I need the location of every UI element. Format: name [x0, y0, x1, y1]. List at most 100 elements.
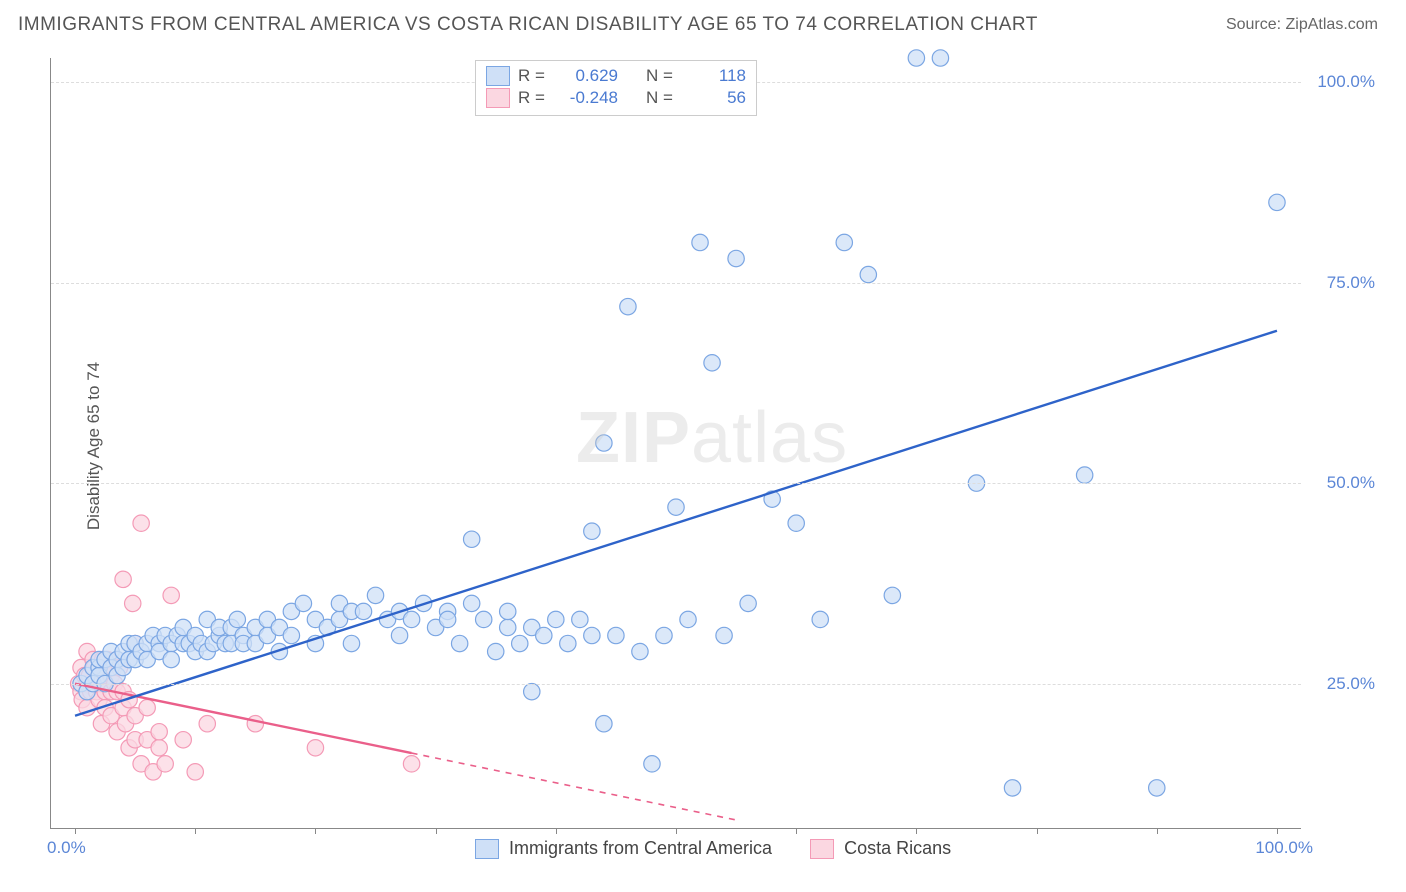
stats-legend-row-blue: R = 0.629 N = 118 [486, 65, 746, 87]
chart-title: IMMIGRANTS FROM CENTRAL AMERICA VS COSTA… [18, 14, 1038, 36]
x-tick-mark [676, 828, 677, 834]
scatter-point-blue [620, 298, 636, 314]
x-tick-mark [1157, 828, 1158, 834]
x-tick-mark [556, 828, 557, 834]
scatter-point-blue [283, 627, 299, 643]
x-tick-mark [1037, 828, 1038, 834]
x-tick-mark [796, 828, 797, 834]
scatter-point-blue [560, 635, 576, 651]
scatter-point-pink [157, 756, 173, 772]
scatter-point-blue [512, 635, 528, 651]
scatter-point-blue [812, 611, 828, 627]
gridline-h [51, 283, 1301, 284]
stats-N-pink: 56 [690, 88, 746, 108]
scatter-point-blue [163, 651, 179, 667]
scatter-point-blue [596, 716, 612, 732]
scatter-point-blue [584, 523, 600, 539]
stats-R-pink: -0.248 [562, 88, 618, 108]
scatter-point-blue [463, 595, 479, 611]
scatter-point-blue [836, 234, 852, 250]
scatter-point-pink [199, 716, 215, 732]
scatter-point-blue [584, 627, 600, 643]
gridline-h [51, 483, 1301, 484]
source-attribution: Source: ZipAtlas.com [1226, 16, 1378, 34]
scatter-point-blue [500, 603, 516, 619]
scatter-point-blue [295, 595, 311, 611]
source-link[interactable]: ZipAtlas.com [1286, 16, 1378, 33]
x-tick-mark [195, 828, 196, 834]
stats-legend: R = 0.629 N = 118 R = -0.248 N = 56 [475, 60, 757, 116]
stats-R-label: R = [518, 66, 554, 86]
scatter-point-pink [403, 756, 419, 772]
scatter-point-pink [115, 571, 131, 587]
scatter-point-pink [151, 724, 167, 740]
x-tick-mark [75, 828, 76, 834]
legend-swatch-pink-bottom [810, 839, 834, 859]
plot-svg-layer [51, 58, 1301, 828]
series-legend: Immigrants from Central America Costa Ri… [475, 838, 951, 859]
scatter-point-blue [524, 683, 540, 699]
scatter-point-pink [139, 699, 155, 715]
scatter-point-pink [163, 587, 179, 603]
source-prefix: Source: [1226, 16, 1286, 33]
y-tick-label: 75.0% [1307, 273, 1375, 293]
series-legend-item-blue: Immigrants from Central America [475, 838, 772, 859]
scatter-point-pink [187, 764, 203, 780]
legend-swatch-blue-bottom [475, 839, 499, 859]
scatter-point-blue [475, 611, 491, 627]
stats-N-label2: N = [646, 88, 682, 108]
series-label-blue: Immigrants from Central America [509, 838, 772, 859]
scatter-point-blue [451, 635, 467, 651]
scatter-point-blue [1149, 780, 1165, 796]
scatter-point-blue [391, 627, 407, 643]
scatter-point-blue [1269, 194, 1285, 210]
x-tick-mark [916, 828, 917, 834]
scatter-point-blue [932, 50, 948, 66]
scatter-point-blue [229, 611, 245, 627]
scatter-point-blue [860, 266, 876, 282]
scatter-point-blue [500, 619, 516, 635]
scatter-point-blue [740, 595, 756, 611]
legend-swatch-blue [486, 66, 510, 86]
x-tick-mark [1277, 828, 1278, 834]
trend-line-dashed-pink [412, 753, 737, 820]
scatter-point-blue [355, 603, 371, 619]
y-tick-label: 50.0% [1307, 473, 1375, 493]
scatter-point-blue [608, 627, 624, 643]
scatter-point-pink [133, 515, 149, 531]
scatter-point-blue [644, 756, 660, 772]
scatter-point-pink [307, 740, 323, 756]
scatter-point-blue [908, 50, 924, 66]
scatter-point-blue [680, 611, 696, 627]
scatter-point-pink [125, 595, 141, 611]
stats-N-label: N = [646, 66, 682, 86]
stats-R-label2: R = [518, 88, 554, 108]
plot-area: ZIPatlas 25.0%50.0%75.0%100.0%0.0%100.0% [50, 58, 1301, 829]
scatter-point-blue [488, 643, 504, 659]
scatter-point-blue [548, 611, 564, 627]
scatter-point-blue [632, 643, 648, 659]
scatter-point-blue [656, 627, 672, 643]
scatter-point-pink [247, 716, 263, 732]
legend-swatch-pink [486, 88, 510, 108]
series-legend-item-pink: Costa Ricans [810, 838, 951, 859]
scatter-point-blue [536, 627, 552, 643]
scatter-point-blue [463, 531, 479, 547]
y-tick-label: 100.0% [1307, 72, 1375, 92]
trend-line-blue [75, 331, 1277, 716]
scatter-point-blue [439, 611, 455, 627]
correlation-scatter-chart: IMMIGRANTS FROM CENTRAL AMERICA VS COSTA… [0, 0, 1406, 892]
gridline-h [51, 684, 1301, 685]
scatter-point-blue [716, 627, 732, 643]
scatter-point-blue [403, 611, 419, 627]
scatter-point-blue [367, 587, 383, 603]
stats-R-blue: 0.629 [562, 66, 618, 86]
scatter-point-blue [572, 611, 588, 627]
stats-N-blue: 118 [690, 66, 746, 86]
scatter-point-blue [596, 435, 612, 451]
scatter-point-blue [668, 499, 684, 515]
scatter-point-pink [151, 740, 167, 756]
series-label-pink: Costa Ricans [844, 838, 951, 859]
scatter-point-blue [1004, 780, 1020, 796]
x-tick-mark [436, 828, 437, 834]
